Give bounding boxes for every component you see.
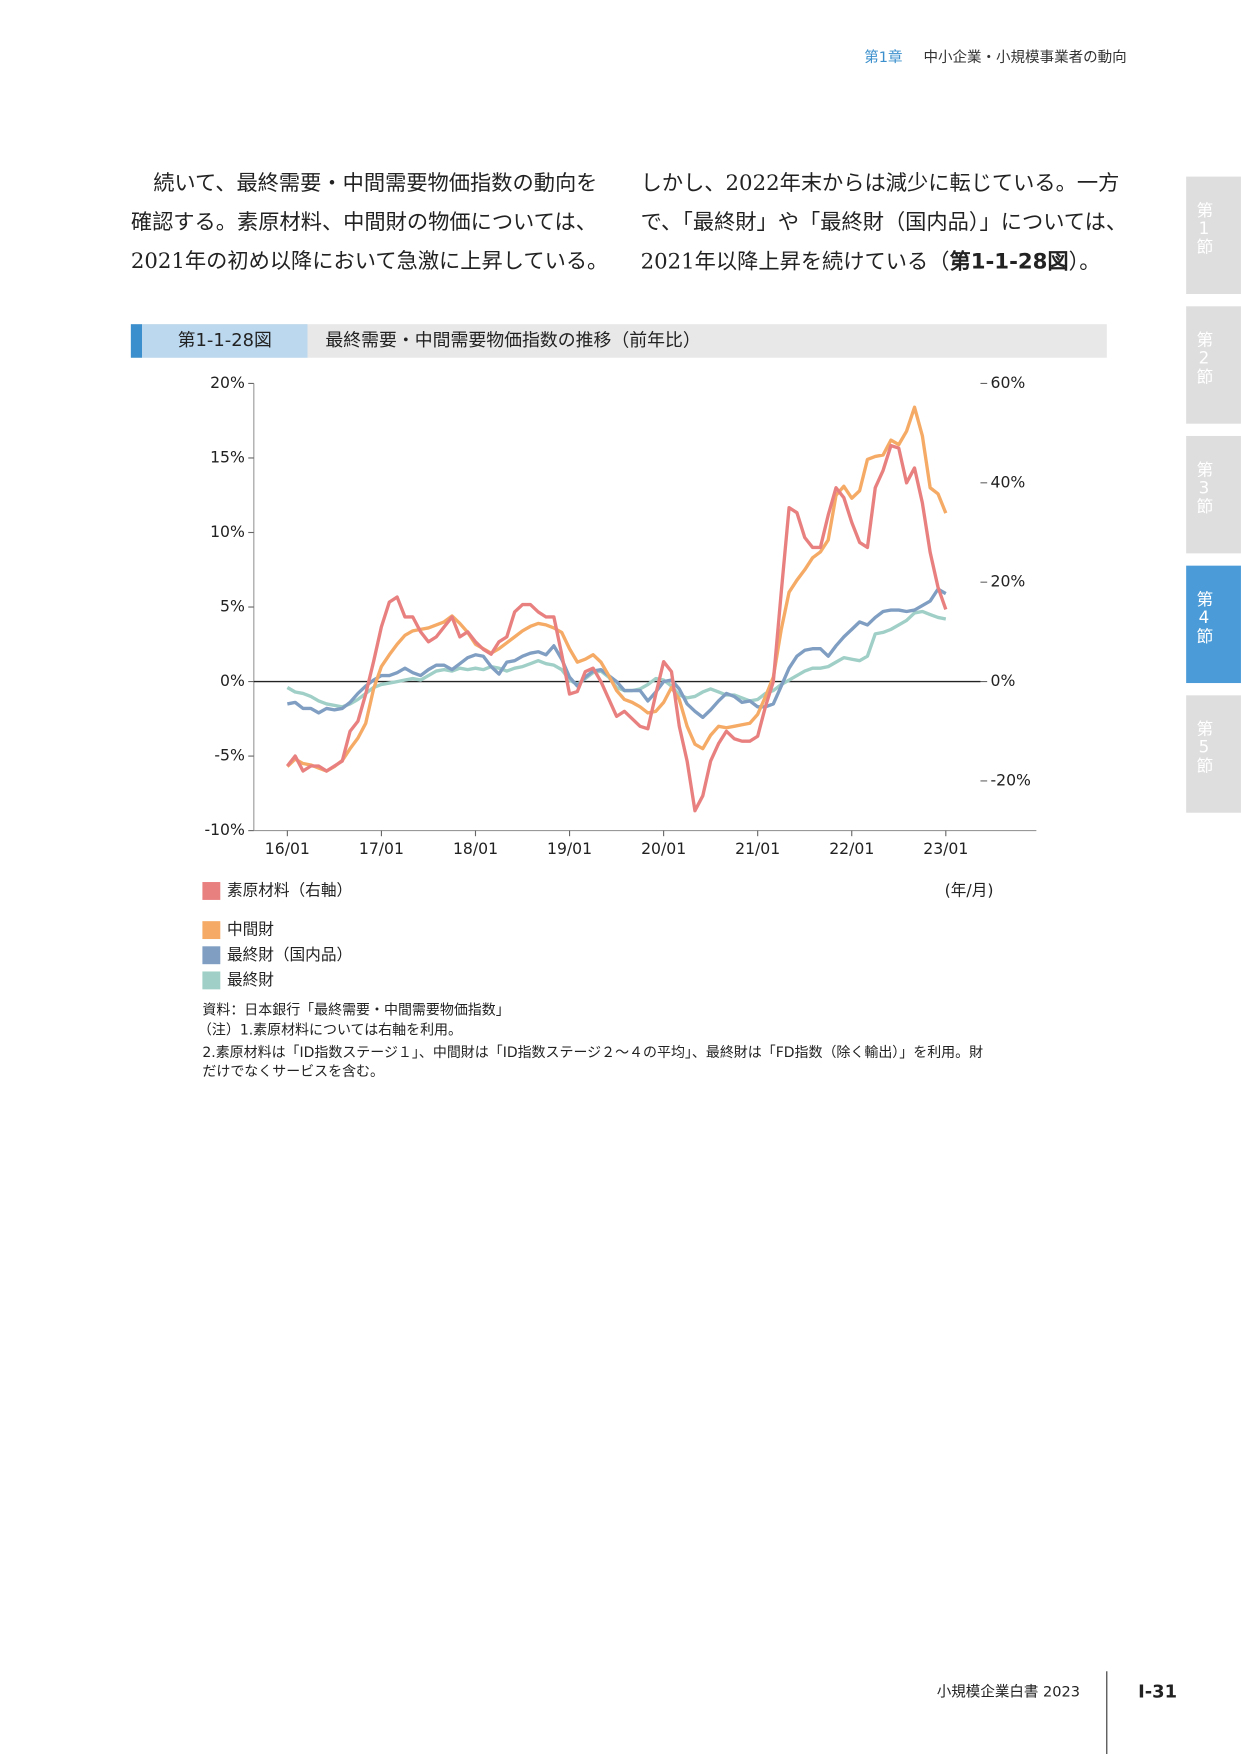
footer-book: 小規模企業白書 2023 <box>937 1683 1080 1701</box>
y2-tick-label: -20% <box>991 770 1031 789</box>
series-line <box>287 587 947 720</box>
x-tick-label: 20/01 <box>641 839 686 858</box>
x-tick-label: 21/01 <box>735 839 780 858</box>
legend-swatch <box>202 971 221 990</box>
body-line: 確認する。素原材料、中間財の物価については、 <box>131 210 597 235</box>
section-tab-label: 第4節 <box>1194 590 1214 644</box>
x-tick-label: 22/01 <box>829 839 874 858</box>
x-tick-label: 17/01 <box>359 839 404 858</box>
section-tab-label: 第3節 <box>1194 460 1214 514</box>
body-line: 続いて、最終需要・中間需要物価指数の動向を <box>153 171 597 196</box>
body-line: 2021年以降上昇を続けている（第1-1-28図）。 <box>641 249 1101 275</box>
x-tick-label: 18/01 <box>453 839 498 858</box>
figure-ref: 第1-1-28図 <box>949 249 1068 275</box>
y2-tick-label: 40% <box>991 472 1026 491</box>
figure-title: 最終需要・中間需要物価指数の推移（前年比） <box>325 330 700 351</box>
legend-label: 最終財（国内品） <box>227 945 352 964</box>
legend-label: 中間財 <box>227 920 274 939</box>
legend-label: 最終財 <box>227 970 274 989</box>
figure-number-box <box>142 324 308 358</box>
series-line <box>286 405 948 773</box>
y2-tick-label: 20% <box>991 572 1026 591</box>
y-tick-label: -10% <box>204 820 244 839</box>
figure-title-stripe <box>130 324 143 358</box>
y-tick-label: 5% <box>220 597 245 616</box>
legend-swatch <box>202 882 221 900</box>
section-tab <box>1186 176 1241 295</box>
body-line: で、「最終財」や「最終財（国内品）」については、 <box>641 210 1127 235</box>
legend-label: 素原材料（右軸） <box>227 880 352 899</box>
section-tab <box>1186 435 1241 554</box>
chapter-title: 中小企業・小規模事業者の動向 <box>923 48 1126 66</box>
body-text: 2021年以降上昇を続けている（ <box>641 249 950 274</box>
note: 2.素原材料は「ID指数ステージ１」、中間財は「ID指数ステージ２～４の平均」、… <box>202 1045 983 1061</box>
section-tab <box>1186 306 1241 424</box>
body-text: ）。 <box>1069 249 1101 274</box>
x-axis-label: (年/月) <box>945 880 994 899</box>
body-line: しかし、2022年末からは減少に転じている。一方 <box>641 171 1120 196</box>
x-tick-label: 23/01 <box>923 839 968 858</box>
x-tick-label: 19/01 <box>547 839 592 858</box>
y-tick-label: 15% <box>210 447 245 466</box>
content: 続いて、最終需要・中間需要物価指数の動向を確認する。素原材料、中間財の物価につい… <box>131 171 1241 1080</box>
x-tick-label: 16/01 <box>265 839 310 858</box>
section-tab-label: 第1節 <box>1194 201 1214 255</box>
y-tick-label: 0% <box>220 671 245 690</box>
y-tick-label: 10% <box>210 522 245 541</box>
y2-tick-label: 60% <box>991 373 1026 392</box>
legend-swatch <box>202 946 221 965</box>
section-tab <box>1186 565 1241 684</box>
note: 資料：日本銀行「最終需要・中間需要物価指数」 <box>202 1003 509 1019</box>
y-tick-label: 20% <box>210 373 245 392</box>
chapter-label: 第1章 <box>864 48 902 66</box>
series-line <box>286 443 948 813</box>
y2-tick-label: 0% <box>991 671 1016 690</box>
section-tab-label: 第2節 <box>1194 331 1214 385</box>
section-tab-label: 第5節 <box>1194 720 1214 774</box>
note: （注）1.素原材料については右軸を利用。 <box>198 1023 462 1039</box>
body-line: 2021年の初め以降において急激に上昇している。 <box>131 249 608 274</box>
footer-page: Ⅰ-31 <box>1138 1682 1177 1703</box>
section-tab <box>1186 695 1241 813</box>
legend-swatch <box>202 921 221 940</box>
figure-number: 第1-1-28図 <box>178 330 272 351</box>
note: だけでなくサービスを含む。 <box>202 1064 384 1080</box>
y-tick-label: -5% <box>214 746 244 765</box>
